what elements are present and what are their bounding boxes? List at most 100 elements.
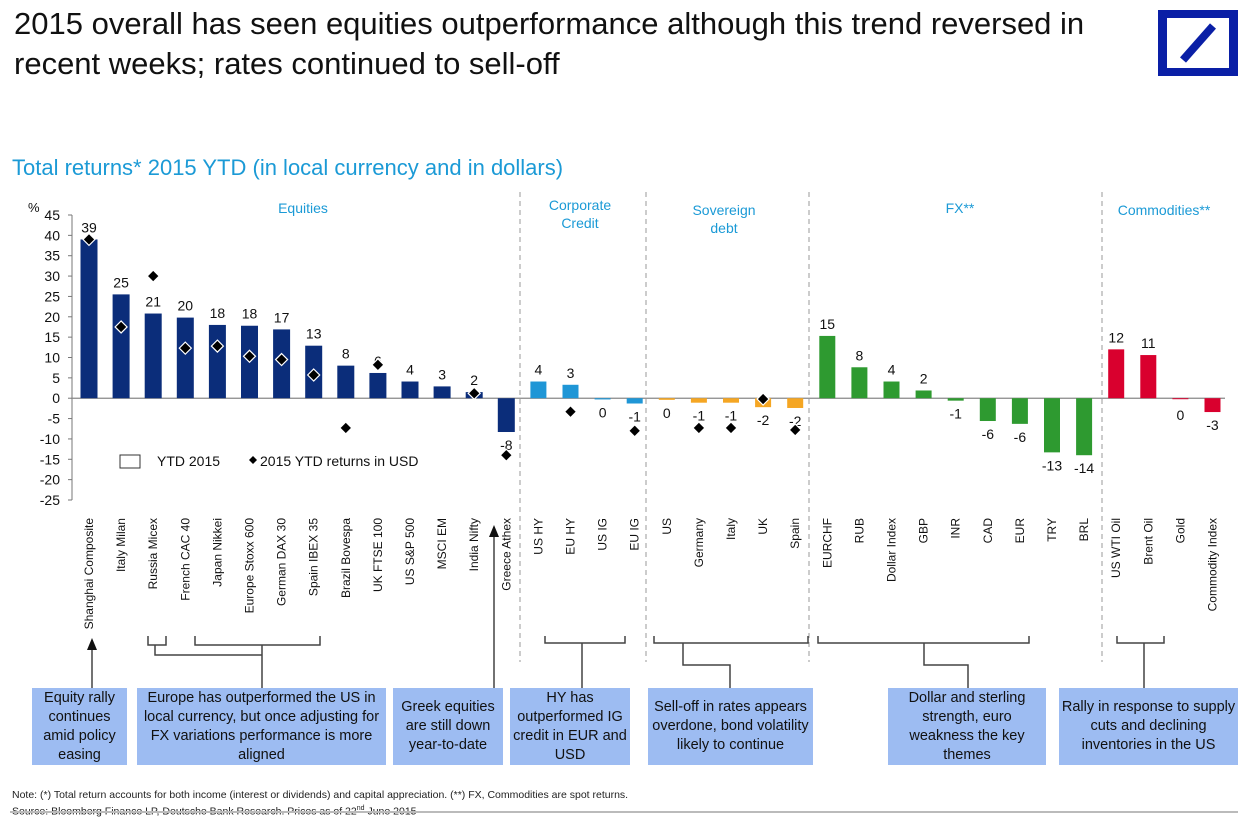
bar-gold — [1172, 398, 1189, 400]
usd-return-marker — [499, 448, 514, 463]
page-title: 2015 overall has seen equities outperfor… — [14, 6, 1085, 81]
callout-rates-selloff: Sell-off in rates appears overdone, bond… — [648, 688, 813, 765]
category-label: Brent Oil — [1141, 518, 1155, 565]
bar-eurchf — [819, 335, 836, 399]
category-label: MSCI EM — [435, 518, 449, 569]
bar-french-cac-40 — [176, 317, 194, 399]
y-tick-label: -25 — [40, 492, 60, 508]
bar-brent-oil — [1140, 355, 1157, 399]
category-label: US — [660, 518, 674, 535]
category-label: US HY — [531, 518, 545, 555]
category-label: Greece Athex — [499, 518, 513, 591]
data-label: -1 — [725, 408, 738, 424]
usd-return-marker — [724, 421, 738, 435]
category-label: Germany — [692, 518, 706, 567]
usd-return-marker — [306, 368, 321, 382]
data-label: 18 — [242, 306, 258, 322]
y-tick-label: 10 — [44, 350, 60, 366]
callout-hy-credit: HY has outperformed IG credit in EUR and… — [510, 688, 630, 765]
section-header-corporate-credit: Credit — [561, 215, 598, 231]
usd-return-marker — [692, 421, 706, 435]
data-label: 17 — [274, 309, 290, 325]
category-label: US S&P 500 — [403, 518, 417, 585]
y-tick-label: -15 — [40, 451, 60, 467]
bar-us — [658, 398, 675, 400]
data-label: 2 — [470, 372, 478, 388]
category-label: EU IG — [628, 518, 642, 551]
data-label: 18 — [210, 305, 226, 321]
data-label: -2 — [789, 413, 802, 429]
bar-spain — [787, 398, 804, 408]
y-tick-label: 35 — [44, 248, 60, 264]
usd-return-marker — [210, 339, 225, 353]
data-label: 8 — [342, 346, 350, 362]
data-label: 20 — [178, 298, 194, 314]
data-label: -6 — [982, 426, 995, 442]
bar-rub — [851, 367, 868, 399]
section-header-equities: Equities — [278, 200, 328, 216]
category-label: Commodity Index — [1206, 518, 1220, 611]
data-label: -14 — [1074, 460, 1094, 476]
data-label: -3 — [1206, 417, 1219, 433]
category-label: UK — [756, 518, 770, 535]
bar-try — [1044, 398, 1060, 453]
category-label: Spain — [788, 518, 802, 549]
bar-us-wti-oil — [1108, 349, 1125, 399]
y-tick-label: 20 — [44, 309, 60, 325]
section-header-sovereign-debt: Sovereign — [692, 202, 755, 218]
bar-cad — [979, 398, 996, 422]
usd-return-marker — [756, 392, 770, 406]
source-sup: nd — [356, 805, 365, 812]
category-label: Europe Stoxx 600 — [243, 518, 257, 614]
bar-shanghai-composite — [80, 239, 98, 399]
bar-us-s-p-500 — [401, 381, 419, 399]
usd-return-marker — [114, 320, 128, 334]
bar-uk-ftse-100 — [369, 372, 387, 399]
bar-germany — [690, 398, 707, 403]
data-label: 2 — [920, 370, 928, 386]
legend-marker-usd — [249, 456, 257, 464]
data-label: 0 — [1177, 407, 1185, 423]
data-label: 8 — [856, 347, 864, 363]
callout-greek-equities: Greek equities are still down year-to-da… — [393, 688, 503, 765]
y-tick-label: 25 — [44, 288, 60, 304]
callout-commodities: Rally in response to supply cuts and dec… — [1059, 688, 1238, 765]
category-label: INR — [949, 518, 963, 539]
data-label: -6 — [1014, 429, 1027, 445]
connector-commodities — [1116, 636, 1165, 688]
category-label: TRY — [1045, 518, 1059, 542]
usd-return-marker — [146, 269, 161, 283]
y-tick-label: 15 — [44, 329, 60, 345]
bar-italy — [723, 398, 739, 403]
data-label: -1 — [693, 408, 706, 424]
category-label: Italy — [724, 518, 738, 540]
section-header-sovereign-debt: debt — [710, 220, 737, 236]
data-label: 15 — [820, 316, 836, 332]
bottom-rule — [10, 811, 1238, 813]
callout-equity-rally: Equity rally continues amid policy easin… — [32, 688, 127, 765]
bar-commodity-index — [1204, 398, 1221, 413]
bar-brazil-bovespa — [337, 365, 355, 399]
y-tick-label: 0 — [52, 390, 60, 406]
category-label: BRL — [1077, 518, 1091, 542]
y-tick-label: -20 — [40, 472, 60, 488]
legend-label-usd: 2015 YTD returns in USD — [260, 453, 418, 469]
usd-return-marker — [242, 349, 257, 364]
data-label: 3 — [567, 365, 575, 381]
data-label: 39 — [81, 219, 97, 235]
category-label: Gold — [1173, 518, 1187, 543]
category-label: CAD — [981, 518, 995, 544]
data-label: -1 — [949, 406, 962, 422]
data-label: -1 — [628, 409, 641, 425]
category-label: Dollar Index — [885, 518, 899, 582]
data-label: -2 — [757, 412, 770, 428]
bar-gbp — [915, 390, 932, 399]
y-tick-label: -10 — [40, 431, 60, 447]
section-header-corporate-credit: Corporate — [549, 197, 611, 213]
legend-swatch-ytd — [119, 454, 141, 469]
bar-us-ig — [594, 398, 611, 400]
y-tick-label: -5 — [48, 411, 61, 427]
usd-return-marker — [467, 386, 482, 401]
data-label: 4 — [406, 362, 414, 378]
